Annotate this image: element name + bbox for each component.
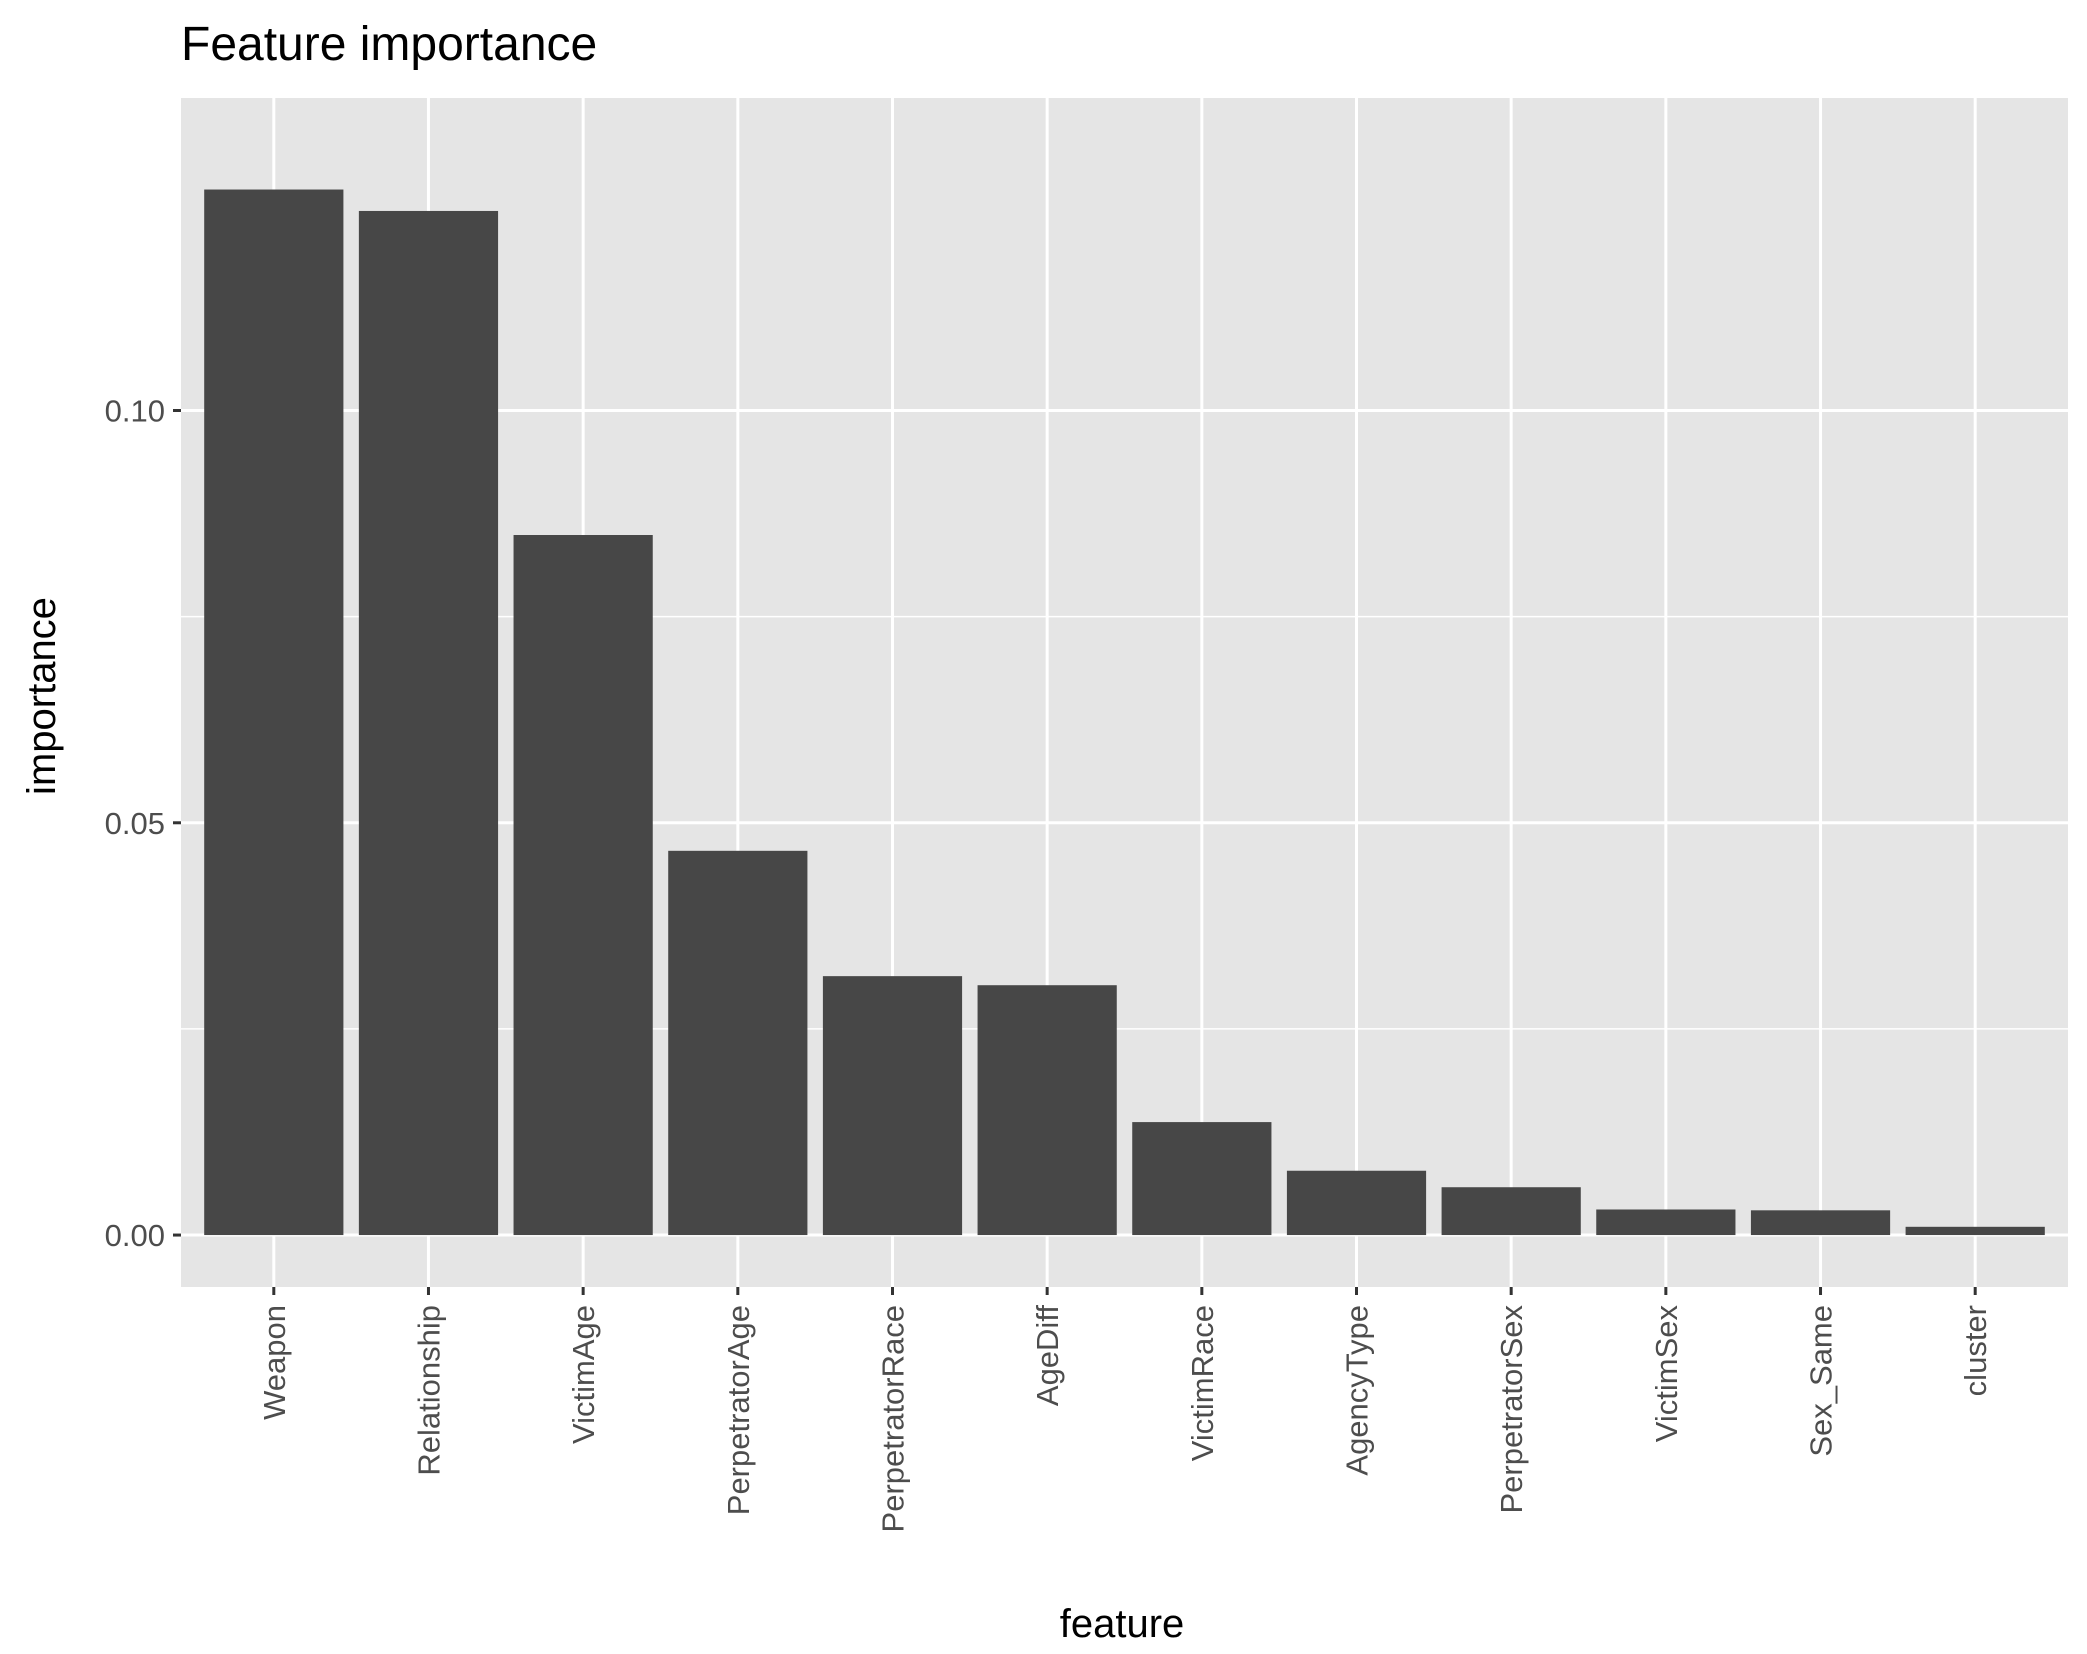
y-tick-label: 0.10 — [105, 394, 165, 429]
bar-PerpetratorSex — [1441, 1187, 1581, 1236]
x-axis: Weapon Relationship VictimAge PerpetratorAg… — [257, 1287, 1993, 1532]
x-tick-label: VictimAge — [566, 1305, 601, 1444]
bars — [204, 189, 2045, 1236]
bar-VictimAge — [513, 535, 653, 1236]
x-tick-label: Sex_Same — [1804, 1305, 1839, 1457]
chart-title: Feature importance — [181, 18, 597, 71]
x-tick-label: Weapon — [257, 1305, 292, 1420]
x-tick-label: AgeDiff — [1030, 1305, 1065, 1406]
bar-cluster — [1905, 1226, 2045, 1236]
x-tick-label: AgencyType — [1340, 1305, 1375, 1476]
x-tick-label: Relationship — [411, 1305, 446, 1476]
bar-AgencyType — [1286, 1170, 1427, 1236]
bar-Sex_Same — [1750, 1210, 1891, 1236]
x-tick-label: PerpetratorSex — [1494, 1305, 1529, 1514]
y-tick-label: 0.05 — [105, 806, 165, 841]
bar-AgeDiff — [977, 985, 1117, 1236]
bar-Relationship — [358, 210, 499, 1236]
x-tick-label: PerpetratorAge — [721, 1305, 756, 1515]
y-axis: 0.00 0.05 0.10 — [105, 394, 181, 1253]
y-tick-label: 0.00 — [105, 1218, 165, 1253]
bar-VictimRace — [1132, 1122, 1272, 1236]
y-axis-title: importance — [20, 597, 64, 795]
bar-PerpetratorAge — [668, 850, 808, 1236]
x-tick-label: VictimRace — [1185, 1305, 1220, 1461]
x-tick-label: PerpetratorRace — [875, 1305, 910, 1532]
x-axis-title: feature — [1060, 1602, 1185, 1646]
x-tick-label: VictimSex — [1649, 1305, 1684, 1443]
bar-Weapon — [204, 189, 344, 1236]
bar-VictimSex — [1596, 1209, 1736, 1236]
x-tick-label: cluster — [1958, 1305, 1993, 1396]
bar-PerpetratorRace — [822, 976, 963, 1236]
